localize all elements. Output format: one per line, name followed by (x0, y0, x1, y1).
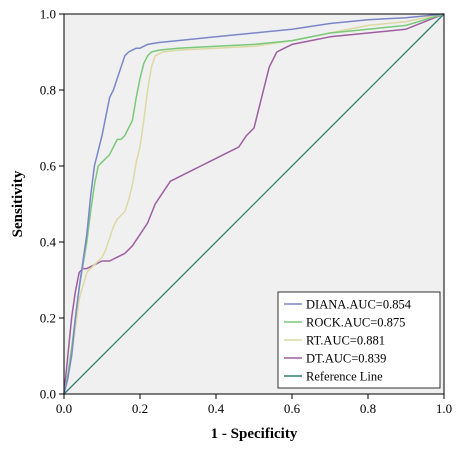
series-line-rt (63, 13, 445, 395)
x-tick-label: 0.0 (56, 401, 72, 416)
x-tick-label: 0.6 (284, 401, 301, 416)
x-tick-label: 0.4 (208, 401, 225, 416)
y-tick-label: 1.0 (40, 7, 56, 22)
legend-label-diana: DIANA.AUC=0.854 (306, 298, 412, 312)
y-tick-label: 0.6 (40, 159, 57, 174)
series-line-reference-line (63, 13, 445, 395)
x-axis: 0.0 0.2 0.4 0.6 0.8 1.0 (56, 394, 452, 416)
legend-label-reference-line: Reference Line (306, 370, 383, 384)
x-tick-label: 0.2 (132, 401, 148, 416)
x-tick-label: 1.0 (436, 401, 452, 416)
legend-label-rt: RT.AUC=0.881 (306, 334, 385, 348)
y-axis: 0.0 0.2 0.4 0.6 0.8 1.0 (40, 7, 64, 402)
legend: DIANA.AUC=0.854 ROCK.AUC=0.875 RT.AUC=0.88… (277, 291, 441, 389)
series-line-dt (63, 13, 445, 395)
y-tick-label: 0.2 (40, 311, 56, 326)
y-tick-label: 0.8 (40, 83, 56, 98)
y-tick-label: 0.4 (40, 235, 57, 250)
series-line-diana (63, 13, 445, 395)
y-axis-title: Sensitivity (10, 170, 26, 237)
plot-border (63, 13, 445, 395)
x-axis-title: 1 - Specificity (211, 426, 298, 442)
y-tick-label: 0.0 (40, 387, 56, 402)
legend-label-dt: DT.AUC=0.839 (306, 352, 386, 366)
series-layer (63, 13, 445, 395)
legend-box (277, 291, 441, 389)
legend-label-rock: ROCK.AUC=0.875 (306, 316, 405, 330)
series-line-rock (63, 13, 445, 395)
x-tick-label: 0.8 (360, 401, 376, 416)
